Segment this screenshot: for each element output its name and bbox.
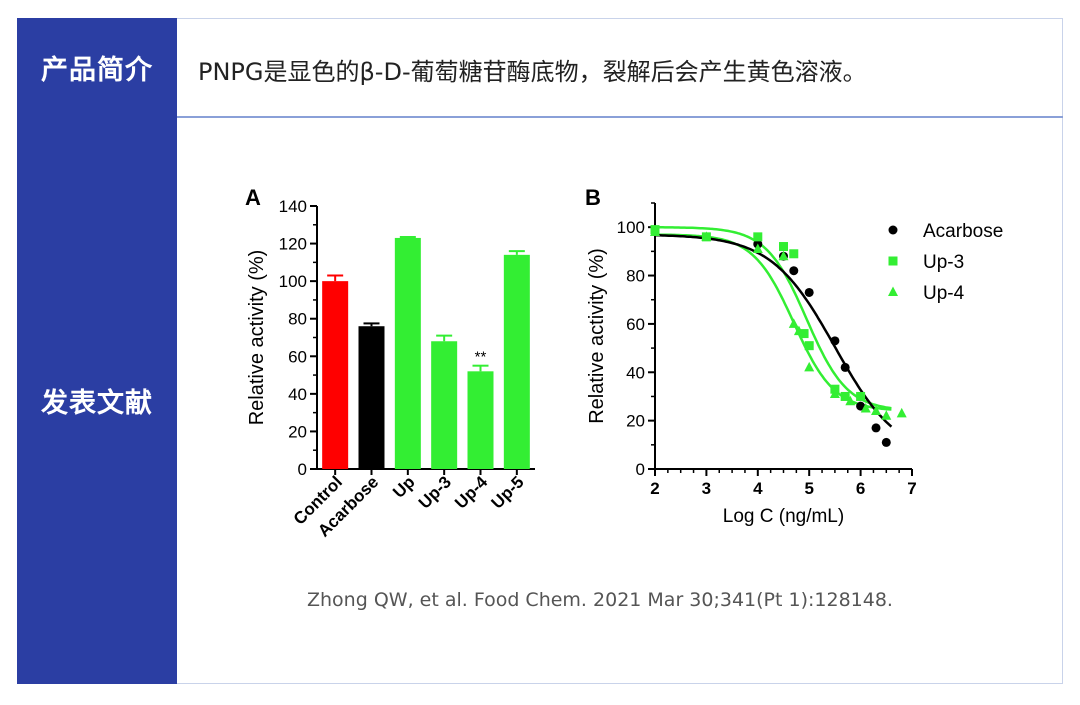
y-tick-label: 0 xyxy=(298,460,307,479)
point-up-3 xyxy=(753,232,763,242)
significance-annotation: ** xyxy=(475,349,487,366)
y-tick-label: 0 xyxy=(636,460,645,479)
point-up-4 xyxy=(650,226,660,237)
point-up-3 xyxy=(856,391,866,401)
x-axis-label: Log C (ng/mL) xyxy=(723,506,844,527)
legend-marker xyxy=(888,225,898,235)
point-acarbose xyxy=(830,336,840,346)
legend-label: Up-4 xyxy=(923,283,965,304)
point-up-4 xyxy=(804,361,815,372)
point-up-4 xyxy=(871,405,882,415)
point-up-3 xyxy=(789,249,799,259)
x-tick-label: 5 xyxy=(804,479,813,498)
y-axis-label: Relative activity (%) xyxy=(586,248,608,424)
point-up-3 xyxy=(799,329,809,339)
bar-acarbose xyxy=(358,326,385,469)
point-up-3 xyxy=(840,391,850,401)
x-tick-label: 6 xyxy=(856,479,865,498)
point-acarbose xyxy=(840,362,850,372)
chart-b: B 0 20 40 60 80 100 2 3 4 5 6 7 Log C (ng/mL) Relative… xyxy=(585,185,1003,527)
x-tick-label: Up xyxy=(389,472,418,501)
bar-up-5 xyxy=(503,254,530,469)
y-tick-label: 80 xyxy=(626,267,645,286)
point-up-4 xyxy=(752,243,763,253)
fit-curve-up-3 xyxy=(655,226,892,410)
x-tick-label: Up-4 xyxy=(451,472,492,513)
point-up-3 xyxy=(804,341,814,351)
bar-up-3 xyxy=(431,341,458,469)
point-acarbose xyxy=(856,401,866,411)
point-up-4 xyxy=(881,410,892,420)
point-up-4 xyxy=(829,388,840,399)
point-up-4 xyxy=(793,325,804,336)
y-axis-label: Relative activity (%) xyxy=(246,250,268,426)
y-tick-label: 100 xyxy=(279,272,307,291)
point-up-4 xyxy=(860,403,871,413)
point-up-4 xyxy=(896,407,907,418)
fit-curve-acarbose xyxy=(654,233,893,428)
row-divider xyxy=(177,116,1063,118)
legend-marker xyxy=(888,286,898,296)
point-acarbose xyxy=(871,423,881,433)
x-tick-label: 4 xyxy=(753,479,763,498)
point-up-4 xyxy=(845,395,856,406)
x-tick-label: 7 xyxy=(907,479,916,498)
y-tick-label: 100 xyxy=(617,218,645,237)
legend-label: Up-3 xyxy=(923,252,964,273)
point-up-4 xyxy=(778,250,789,261)
point-up-3 xyxy=(779,242,788,252)
citation-text: Zhong QW, et al. Food Chem. 2021 Mar 30;… xyxy=(307,589,893,611)
y-tick-label: 60 xyxy=(288,347,307,366)
y-tick-label: 20 xyxy=(288,422,307,441)
x-tick-label: 2 xyxy=(650,479,659,498)
y-tick-label: 20 xyxy=(626,412,645,431)
bar-up-4 xyxy=(467,371,494,469)
panel-letter: A xyxy=(245,185,261,210)
legend-label: Acarbose xyxy=(923,221,1003,242)
x-tick-label: Up-3 xyxy=(415,472,455,512)
bar-control xyxy=(322,281,349,469)
y-tick-label: 40 xyxy=(626,363,645,382)
legend-marker xyxy=(888,256,898,266)
intro-label: 产品简介 xyxy=(17,18,177,117)
y-tick-label: 80 xyxy=(288,310,307,329)
papers-label: 发表文献 xyxy=(17,117,177,684)
intro-text: PNPG是显色的β-D-葡萄糖苷酶底物，裂解后会产生黄色溶液。 xyxy=(198,58,867,86)
x-tick-label: 3 xyxy=(702,479,711,498)
panel-letter: B xyxy=(585,185,601,210)
point-acarbose xyxy=(789,266,799,276)
y-tick-label: 60 xyxy=(626,315,645,334)
point-up-4 xyxy=(701,231,712,241)
point-acarbose xyxy=(804,287,814,297)
x-tick-label: Up-5 xyxy=(488,472,528,512)
point-acarbose xyxy=(881,437,891,447)
bar-up xyxy=(394,237,421,469)
chart-a: A 0 20 40 60 80 100 120 140 Relative activity (%)… xyxy=(245,185,535,541)
point-up-4 xyxy=(788,318,799,328)
y-tick-label: 40 xyxy=(288,385,307,404)
y-tick-label: 140 xyxy=(279,197,307,216)
y-tick-label: 120 xyxy=(279,235,307,254)
